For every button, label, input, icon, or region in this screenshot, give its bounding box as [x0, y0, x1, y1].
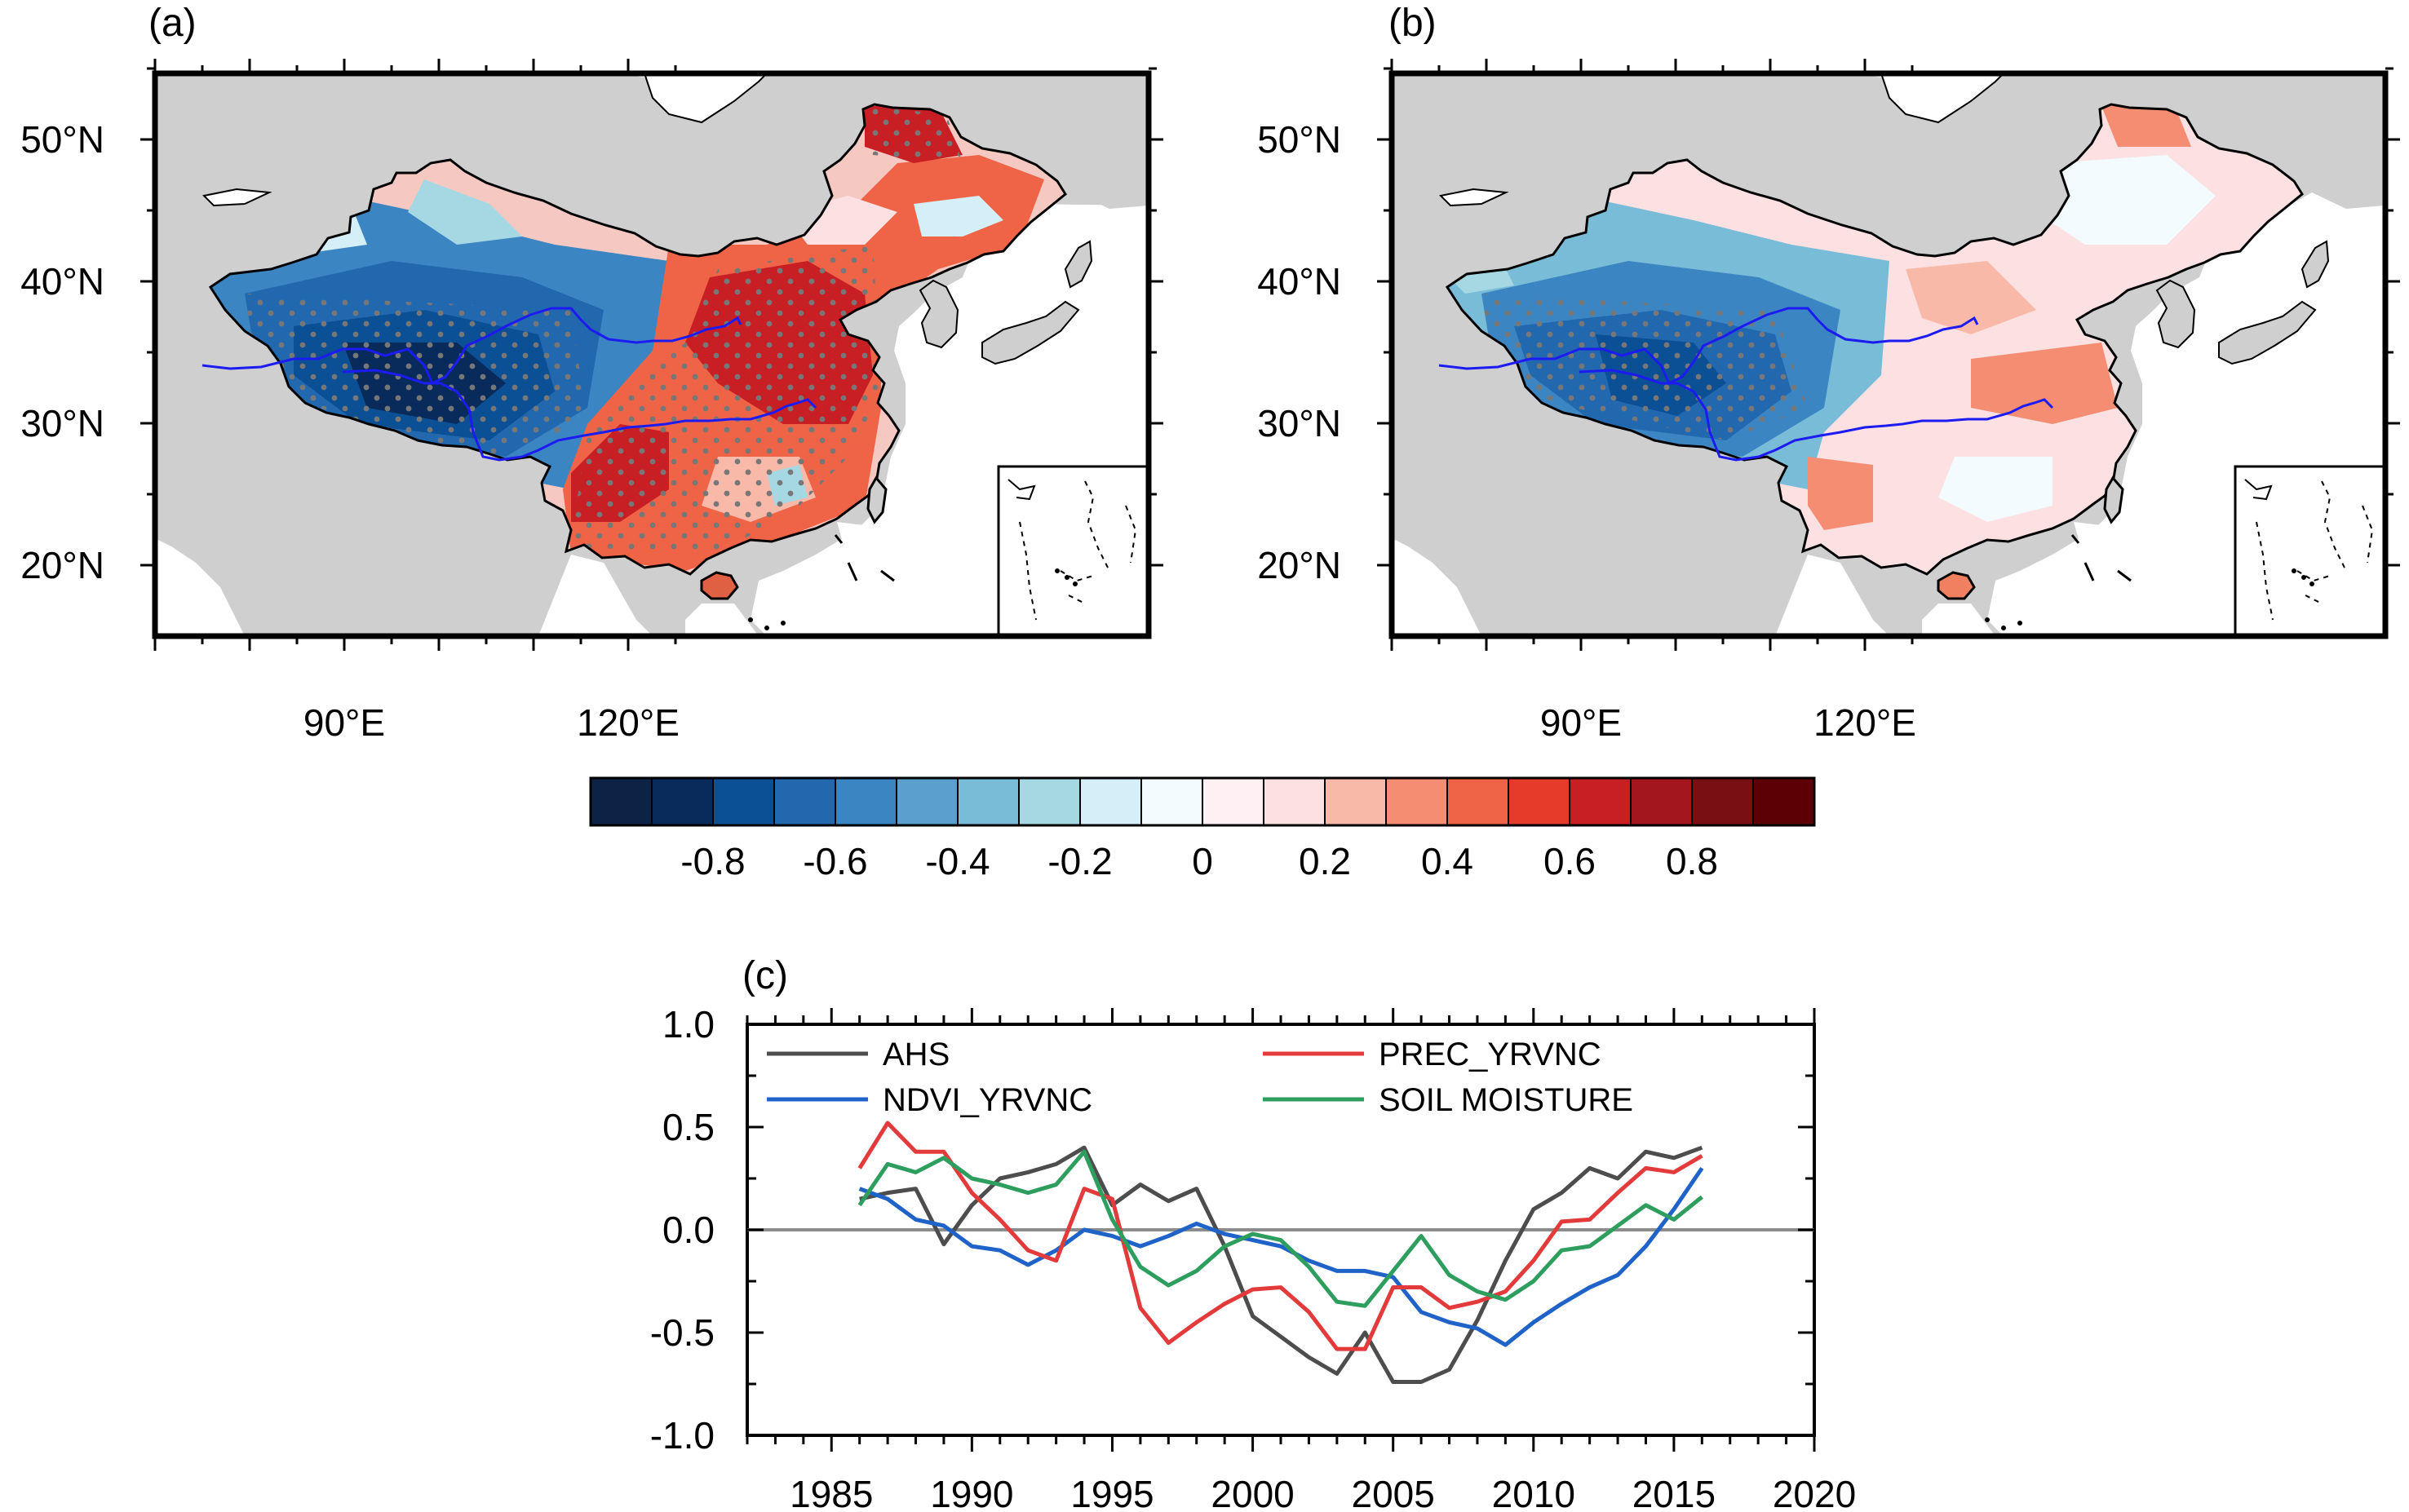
colorbar-swatch — [590, 777, 653, 826]
x-tick-label: 1985 — [790, 1473, 873, 1512]
colorbar-tick-label: 0.4 — [1421, 840, 1473, 882]
colorbar-swatch — [1079, 777, 1142, 826]
colorbar-tick-label: -0.6 — [803, 840, 867, 882]
map-lon-label: 90°E — [303, 701, 385, 744]
colorbar-swatch — [1140, 777, 1203, 826]
colorbar-tick-label: 0.8 — [1666, 840, 1718, 882]
colorbar-tick-label: -0.4 — [925, 840, 990, 882]
colorbar-tick-label: 0.2 — [1299, 840, 1351, 882]
legend-label: AHS — [883, 1037, 950, 1072]
map-panel-a — [140, 59, 1163, 651]
map-lat-label: 40°N — [20, 260, 104, 303]
colorbar-swatch — [1508, 777, 1570, 826]
series-line-ndvi-yrvnc — [858, 1166, 1704, 1347]
map-lat-label: 20°N — [20, 544, 104, 586]
colorbar-swatch — [896, 777, 959, 826]
colorbar-swatch — [1630, 777, 1693, 826]
map-lon-label: 120°E — [577, 701, 680, 744]
map-panel-b — [1377, 59, 2400, 651]
panel-c-label: (c) — [742, 954, 788, 997]
map-lat-label: 40°N — [1257, 260, 1341, 303]
legend-label: PREC_YRVNC — [1379, 1037, 1601, 1072]
colorbar-swatch — [1263, 777, 1326, 826]
map-lat-label: 50°N — [20, 118, 104, 161]
line-chart-panel-c: 1985 1990 1995 2000 2005 2010 2015 2020 1.0 0.5 0.… — [650, 1003, 1856, 1512]
series-line-prec-yrvnc — [857, 1121, 1703, 1351]
y-tick-label: 1.0 — [662, 1003, 715, 1046]
colorbar-swatch — [1569, 777, 1632, 826]
colorbar-tick-label: 0.6 — [1543, 840, 1596, 882]
colorbar-swatch — [1752, 777, 1815, 826]
colorbar-frame — [589, 776, 1816, 827]
colorbar-swatch — [773, 777, 836, 826]
colorbar-swatch — [957, 777, 1020, 826]
x-tick-label: 1995 — [1070, 1473, 1154, 1512]
colorbar-swatch — [1018, 777, 1081, 826]
x-tick-label: 1990 — [930, 1473, 1013, 1512]
y-tick-label: 0.0 — [662, 1209, 715, 1251]
x-tick-label: 2005 — [1352, 1473, 1435, 1512]
map-a-ticks — [140, 59, 1163, 651]
x-tick-label: 2010 — [1492, 1473, 1575, 1512]
colorbar-swatch — [1202, 777, 1264, 826]
colorbar-tick-label: -0.2 — [1047, 840, 1112, 882]
map-axis-labels: 90°E 120°E 50°N 40°N 30°N 20°N 90°E 120°E 50°N 40… — [20, 118, 1916, 744]
colorbar-swatch — [651, 777, 714, 826]
map-lat-label: 30°N — [1257, 402, 1341, 444]
y-tick-label: -0.5 — [650, 1311, 715, 1354]
map-lat-label: 20°N — [1257, 544, 1341, 586]
x-tick-label: 2000 — [1211, 1473, 1294, 1512]
legend-label: NDVI_YRVNC — [883, 1082, 1092, 1118]
series-line-soil-moisture — [857, 1149, 1703, 1308]
colorbar-swatch — [1324, 777, 1387, 826]
map-lon-label: 120°E — [1813, 701, 1916, 744]
legend-label: SOIL MOISTURE — [1379, 1082, 1633, 1118]
map-lon-label: 90°E — [1540, 701, 1622, 744]
panel-a-label: (a) — [148, 2, 197, 45]
colorbar: -0.8 -0.6 -0.4 -0.2 0 0.2 0.4 0.6 0.8 — [589, 776, 1816, 882]
x-tick-label: 2015 — [1632, 1473, 1716, 1512]
series-line-ahs — [859, 1145, 1703, 1384]
colorbar-swatch — [1691, 777, 1754, 826]
map-lat-label: 50°N — [1257, 118, 1341, 161]
map-lat-label: 30°N — [20, 402, 104, 444]
colorbar-swatch — [835, 777, 897, 826]
y-tick-label: -1.0 — [650, 1414, 715, 1457]
panel-b-label: (b) — [1388, 2, 1437, 45]
map-b-ticks — [1377, 59, 2400, 651]
colorbar-tick-label: 0 — [1192, 840, 1213, 882]
colorbar-swatch — [1446, 777, 1509, 826]
colorbar-tick-label: -0.8 — [680, 840, 745, 882]
colorbar-swatch — [1385, 777, 1448, 826]
x-tick-label: 2020 — [1773, 1473, 1856, 1512]
colorbar-swatch — [712, 777, 775, 826]
y-tick-label: 0.5 — [662, 1106, 715, 1148]
